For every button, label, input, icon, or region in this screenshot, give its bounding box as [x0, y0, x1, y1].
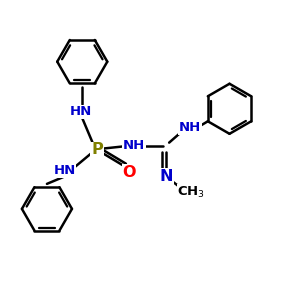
Text: HN: HN: [53, 164, 76, 177]
Text: NH: NH: [178, 122, 201, 134]
Text: CH$_3$: CH$_3$: [177, 185, 205, 200]
Text: N: N: [159, 169, 173, 184]
Text: O: O: [123, 165, 136, 180]
Text: P: P: [91, 142, 103, 158]
Text: NH: NH: [123, 139, 145, 152]
Text: HN: HN: [70, 105, 92, 118]
